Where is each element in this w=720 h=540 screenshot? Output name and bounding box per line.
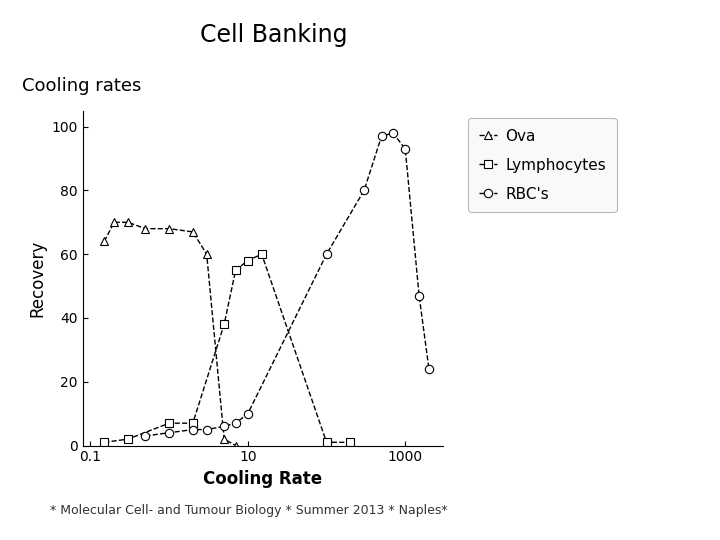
X-axis label: Cooling Rate: Cooling Rate [203,470,323,488]
Ova [100,238,109,245]
Lymphocytes [243,258,252,264]
RBC's [231,420,240,427]
RBC's [165,429,174,436]
RBC's [243,410,252,417]
RBC's [323,251,331,258]
Lymphocytes [100,439,109,446]
Lymphocytes [346,439,354,446]
Lymphocytes [323,439,331,446]
Ova [124,219,132,226]
RBC's [220,423,228,430]
Legend: Ova, Lymphocytes, RBC's: Ova, Lymphocytes, RBC's [469,118,616,212]
Line: Ova: Ova [100,218,240,450]
Ova [231,442,240,449]
Lymphocytes [165,420,174,427]
RBC's [401,146,410,152]
RBC's [389,130,397,136]
Lymphocytes [189,420,197,427]
Ova [189,228,197,235]
Text: * Molecular Cell- and Tumour Biology * Summer 2013 * Naples*: * Molecular Cell- and Tumour Biology * S… [50,504,448,517]
RBC's [360,187,369,194]
Text: Cell Banking: Cell Banking [200,23,347,47]
Ova [165,225,174,232]
RBC's [202,426,211,433]
Ova [202,251,211,258]
Lymphocytes [220,321,228,328]
Lymphocytes [231,267,240,273]
Lymphocytes [124,436,132,442]
RBC's [189,426,197,433]
Ova [220,436,228,442]
Line: RBC's: RBC's [141,129,433,440]
Lymphocytes [257,251,266,258]
Ova [109,219,118,226]
Text: Cooling rates: Cooling rates [22,77,141,96]
RBC's [141,433,150,439]
Line: Lymphocytes: Lymphocytes [100,250,354,447]
RBC's [377,133,386,139]
Ova [141,225,150,232]
RBC's [425,366,433,372]
RBC's [415,292,423,299]
Y-axis label: Recovery: Recovery [28,239,46,317]
